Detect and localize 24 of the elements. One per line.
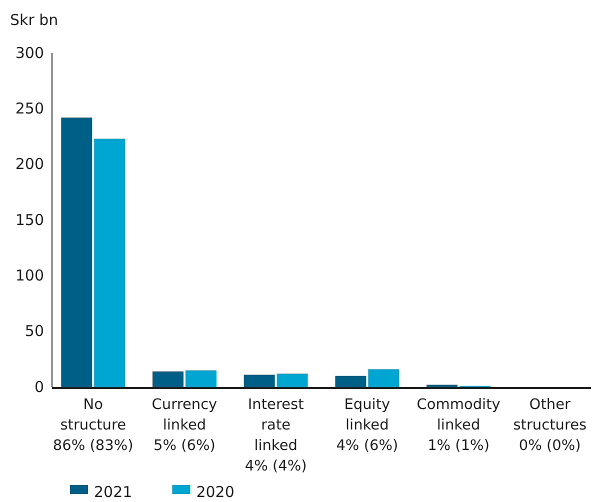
bar	[94, 138, 126, 387]
bar	[152, 371, 184, 387]
y-tick-label: 0	[34, 378, 44, 396]
legend-label: 2021	[94, 483, 132, 501]
x-tick-label: Interest rate linked 4% (4%)	[244, 397, 307, 474]
bar	[335, 376, 366, 387]
y-tick-label: 250	[15, 99, 44, 118]
bar	[61, 118, 92, 387]
bar	[368, 369, 400, 387]
x-tick-label: Equity linked 4% (6%)	[336, 397, 398, 454]
x-tick-label: Other structures 0% (0%)	[513, 397, 587, 454]
x-tick-label: No structure 86% (83%)	[52, 397, 134, 454]
y-tick-label: 150	[15, 210, 44, 229]
bar	[185, 370, 216, 387]
y-tick-label: 100	[15, 266, 44, 284]
y-tick-label: 200	[15, 155, 44, 174]
x-tick-label: Commodity linked 1% (1%)	[416, 397, 501, 454]
bar	[244, 374, 275, 387]
y-axis-title: Skr bn	[10, 11, 58, 29]
legend-label: 2020	[196, 483, 234, 501]
y-tick-label: 300	[15, 44, 44, 62]
y-tick-label: 50	[24, 322, 44, 340]
bar	[276, 374, 308, 387]
x-tick-label: Currency linked 5% (6%)	[152, 397, 218, 454]
